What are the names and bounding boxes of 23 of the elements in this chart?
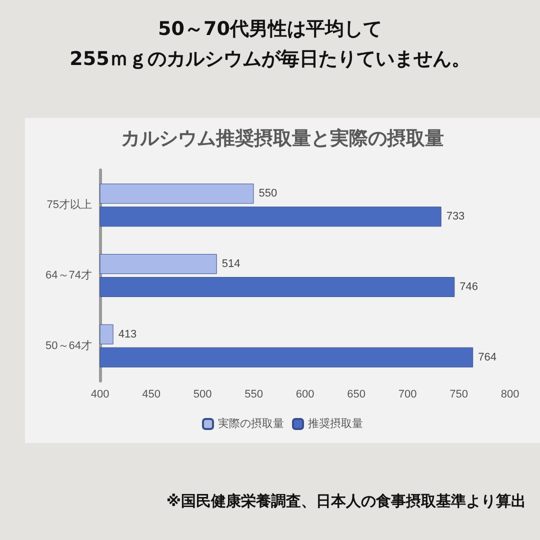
data-label: 514 (222, 258, 240, 270)
y-tick-label: 75才以上 (46, 198, 92, 212)
y-tick-label: 64～74才 (46, 268, 92, 282)
legend-label: 推奨摂取量 (308, 417, 363, 430)
data-label: 550 (258, 188, 278, 200)
x-tick-label: 800 (500, 388, 520, 400)
chart-subtitle: カルシウム推奨摂取量と実際の摂取量 (121, 128, 444, 150)
text: ※国民健康栄養調査、日本人の食事摂取基準より算出 (166, 492, 526, 511)
x-tick-label: 700 (398, 388, 417, 400)
x-tick-label: 500 (193, 388, 212, 400)
y-tick-label: 50～64才 (46, 338, 92, 352)
data-label: 746 (460, 281, 478, 293)
data-label: 764 (478, 351, 496, 364)
x-tick-label: 450 (142, 388, 160, 400)
x-tick-label: 400 (90, 388, 110, 400)
legend-label: 実際の摂取量 (218, 417, 284, 430)
chart-title: 50～70代男性は平均して 255ｍｇのカルシウムが毎日たりていません。 (68, 17, 472, 72)
data-label: 413 (118, 328, 137, 340)
x-tick-label: 600 (296, 388, 314, 400)
x-tick-label: 750 (450, 388, 468, 400)
data-label: 733 (446, 210, 465, 223)
x-tick-label: 650 (347, 388, 366, 400)
x-tick-label: 550 (244, 388, 263, 400)
